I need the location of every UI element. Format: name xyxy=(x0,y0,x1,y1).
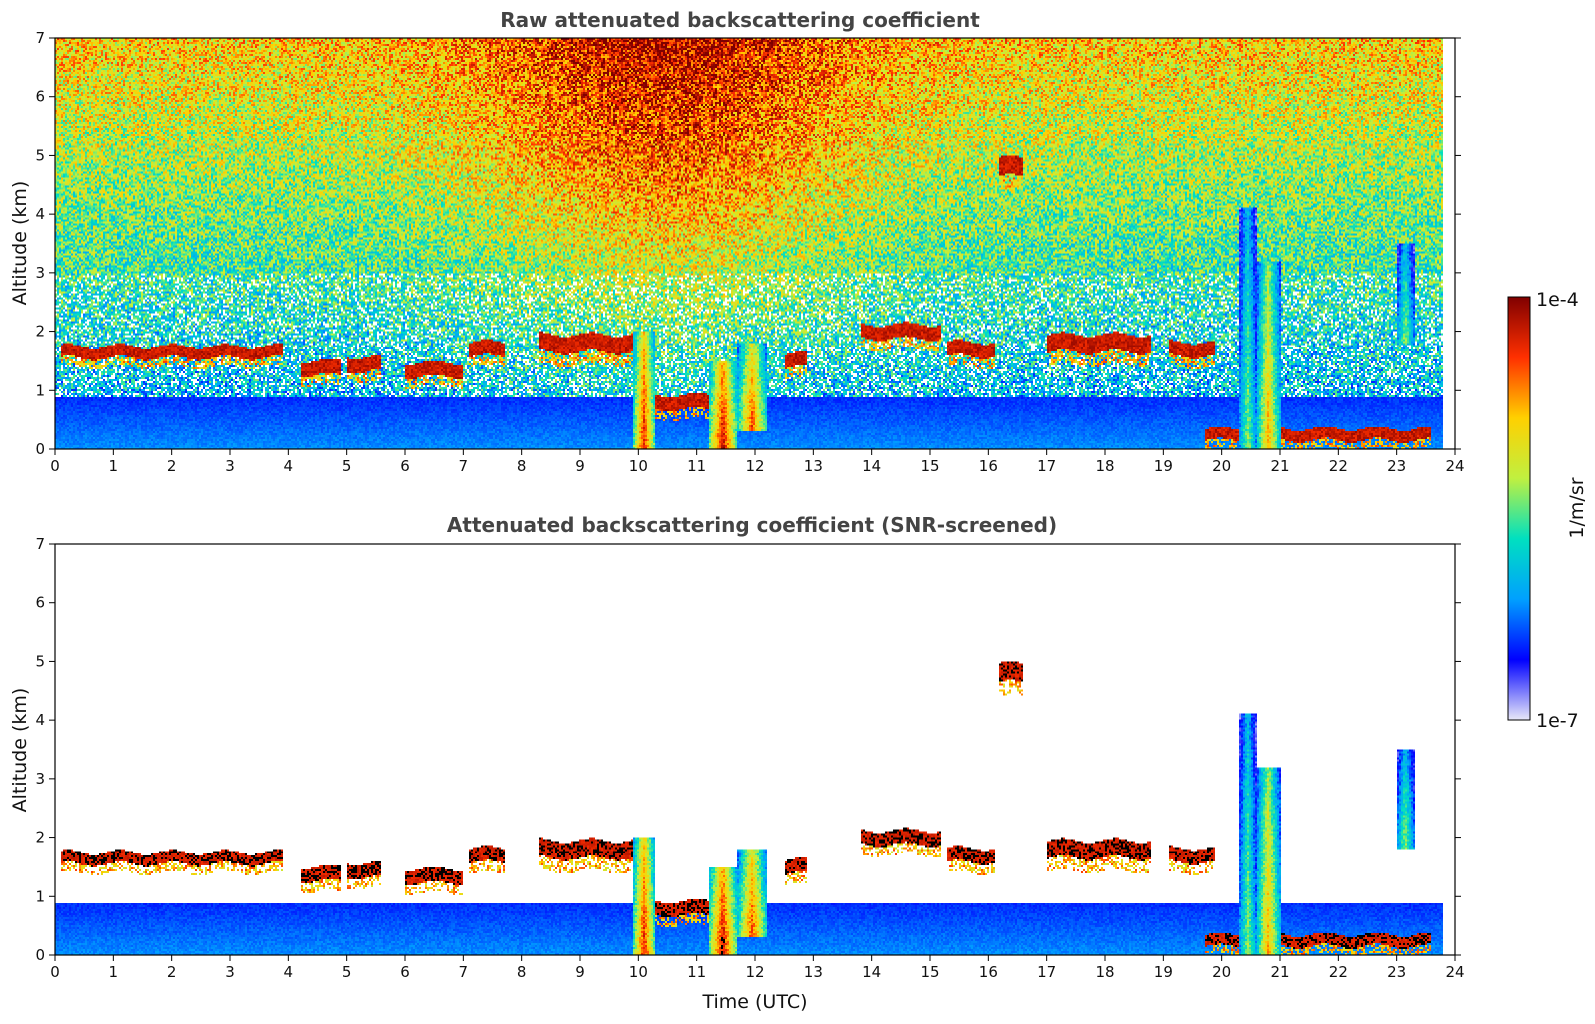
x-tick-label: 10 xyxy=(629,963,648,981)
panel-raw-ylabel: Altitude (km) xyxy=(9,181,31,306)
x-tick-label: 0 xyxy=(50,457,60,475)
x-tick-label: 20 xyxy=(1212,963,1231,981)
colorbar: 1e-4 1e-7 1/m/sr xyxy=(1507,289,1588,732)
x-tick-label: 3 xyxy=(225,457,235,475)
x-tick-label: 13 xyxy=(804,963,823,981)
x-tick-label: 9 xyxy=(575,457,585,475)
panel-screened-heatmap xyxy=(55,544,1455,955)
x-tick-label: 13 xyxy=(804,457,823,475)
x-tick-label: 6 xyxy=(400,963,410,981)
x-tick-label: 9 xyxy=(575,963,585,981)
x-tick-label: 5 xyxy=(342,457,352,475)
x-tick-label: 20 xyxy=(1212,457,1231,475)
x-tick-label: 14 xyxy=(862,963,881,981)
x-tick-label: 2 xyxy=(167,457,177,475)
y-tick-label: 4 xyxy=(35,205,45,223)
panel-raw: Raw attenuated backscattering coefficien… xyxy=(9,8,1465,475)
panel-raw-axes: 0 1 2 3 4 5 6 7 8 9 10 11 12 13 14 15 16 17 18 19 20 21 22 23 24… xyxy=(35,29,1464,475)
x-tick-label: 17 xyxy=(1037,963,1056,981)
y-tick-label: 5 xyxy=(35,652,45,670)
x-tick-label: 12 xyxy=(745,963,764,981)
x-tick-label: 19 xyxy=(1154,457,1173,475)
x-tick-label: 11 xyxy=(687,457,706,475)
panel-raw-heatmap xyxy=(55,38,1455,449)
y-tick-label: 1 xyxy=(35,381,45,399)
x-tick-label: 24 xyxy=(1445,963,1464,981)
y-tick-label: 2 xyxy=(35,323,45,341)
x-tick-label: 8 xyxy=(517,457,527,475)
x-tick-label: 1 xyxy=(109,963,119,981)
x-tick-label: 19 xyxy=(1154,963,1173,981)
x-tick-label: 23 xyxy=(1387,457,1406,475)
x-tick-label: 18 xyxy=(1095,457,1114,475)
x-tick-label: 21 xyxy=(1270,457,1289,475)
panel-raw-title: Raw attenuated backscattering coefficien… xyxy=(500,8,980,32)
colorbar-gradient xyxy=(1507,296,1531,721)
x-tick-label: 14 xyxy=(862,457,881,475)
y-tick-label: 3 xyxy=(35,264,45,282)
x-tick-label: 15 xyxy=(920,963,939,981)
y-tick-label: 2 xyxy=(35,829,45,847)
x-tick-label: 7 xyxy=(459,457,469,475)
y-tick-label: 4 xyxy=(35,711,45,729)
x-tick-label: 24 xyxy=(1445,457,1464,475)
y-tick-label: 6 xyxy=(35,88,45,106)
colorbar-label: 1/m/sr xyxy=(1566,477,1588,538)
panel-screened: Attenuated backscattering coefficient (S… xyxy=(9,513,1465,1013)
x-tick-label: 4 xyxy=(284,457,294,475)
x-tick-label: 11 xyxy=(687,963,706,981)
x-tick-label: 23 xyxy=(1387,963,1406,981)
colorbar-max-label: 1e-4 xyxy=(1536,289,1579,311)
x-tick-label: 1 xyxy=(109,457,119,475)
x-tick-label: 8 xyxy=(517,963,527,981)
x-tick-label: 16 xyxy=(979,457,998,475)
panel-screened-axes: 0 1 2 3 4 5 6 7 8 9 10 11 12 13 14 15 16 17 18 19 20 21 22 23 24… xyxy=(35,535,1464,981)
x-tick-label: 2 xyxy=(167,963,177,981)
y-tick-label: 1 xyxy=(35,887,45,905)
panel-screened-title: Attenuated backscattering coefficient (S… xyxy=(447,513,1057,537)
x-tick-label: 21 xyxy=(1270,963,1289,981)
y-tick-label: 3 xyxy=(35,770,45,788)
y-tick-label: 6 xyxy=(35,594,45,612)
x-tick-label: 18 xyxy=(1095,963,1114,981)
y-tick-label: 0 xyxy=(35,946,45,964)
x-tick-label: 12 xyxy=(745,457,764,475)
colorbar-min-label: 1e-7 xyxy=(1536,710,1579,732)
x-tick-label: 3 xyxy=(225,963,235,981)
x-tick-label: 0 xyxy=(50,963,60,981)
x-tick-label: 4 xyxy=(284,963,294,981)
y-tick-label: 5 xyxy=(35,146,45,164)
x-tick-label: 6 xyxy=(400,457,410,475)
y-tick-label: 7 xyxy=(35,535,45,553)
x-tick-label: 17 xyxy=(1037,457,1056,475)
y-tick-label: 0 xyxy=(35,440,45,458)
x-tick-label: 5 xyxy=(342,963,352,981)
panel-screened-ylabel: Altitude (km) xyxy=(9,688,31,813)
x-tick-label: 16 xyxy=(979,963,998,981)
x-tick-label: 7 xyxy=(459,963,469,981)
y-tick-label: 7 xyxy=(35,29,45,47)
x-tick-label: 22 xyxy=(1329,963,1348,981)
panel-screened-xlabel: Time (UTC) xyxy=(701,991,807,1013)
x-tick-label: 10 xyxy=(629,457,648,475)
x-tick-label: 22 xyxy=(1329,457,1348,475)
x-tick-label: 15 xyxy=(920,457,939,475)
